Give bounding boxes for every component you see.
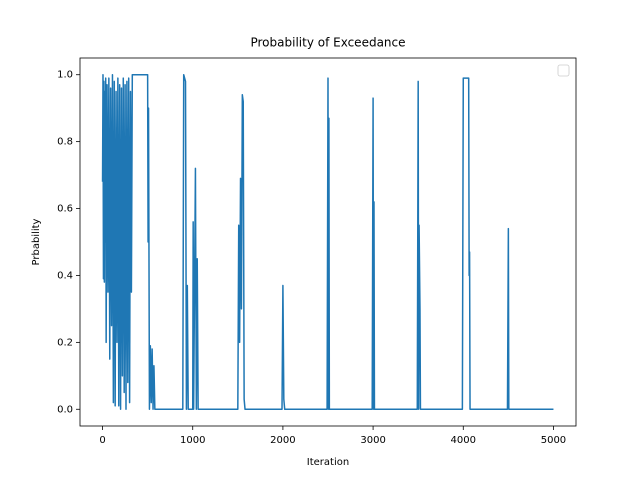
- data-line: [101, 73, 554, 411]
- x-tick-label: 1000: [180, 435, 205, 446]
- x-tick-label: 5000: [541, 435, 566, 446]
- y-tick-label: 0.0: [57, 404, 73, 415]
- chart-title: Probability of Exceedance: [250, 36, 405, 50]
- y-tick-label: 1.0: [57, 70, 73, 81]
- y-axis-label: Prbability: [31, 218, 42, 265]
- x-tick-label: 2000: [270, 435, 295, 446]
- y-tick-label: 0.4: [57, 270, 73, 281]
- legend: [557, 64, 570, 77]
- y-tick-label: 0.6: [57, 204, 73, 215]
- plot-frame: [79, 57, 577, 427]
- x-tick-label: 3000: [360, 435, 385, 446]
- y-tick-label: 0.8: [57, 137, 73, 148]
- x-tick-label: 0: [99, 435, 105, 446]
- x-tick-label: 4000: [451, 435, 476, 446]
- y-tick-label: 0.2: [57, 337, 73, 348]
- x-axis-label: Iteration: [307, 457, 349, 468]
